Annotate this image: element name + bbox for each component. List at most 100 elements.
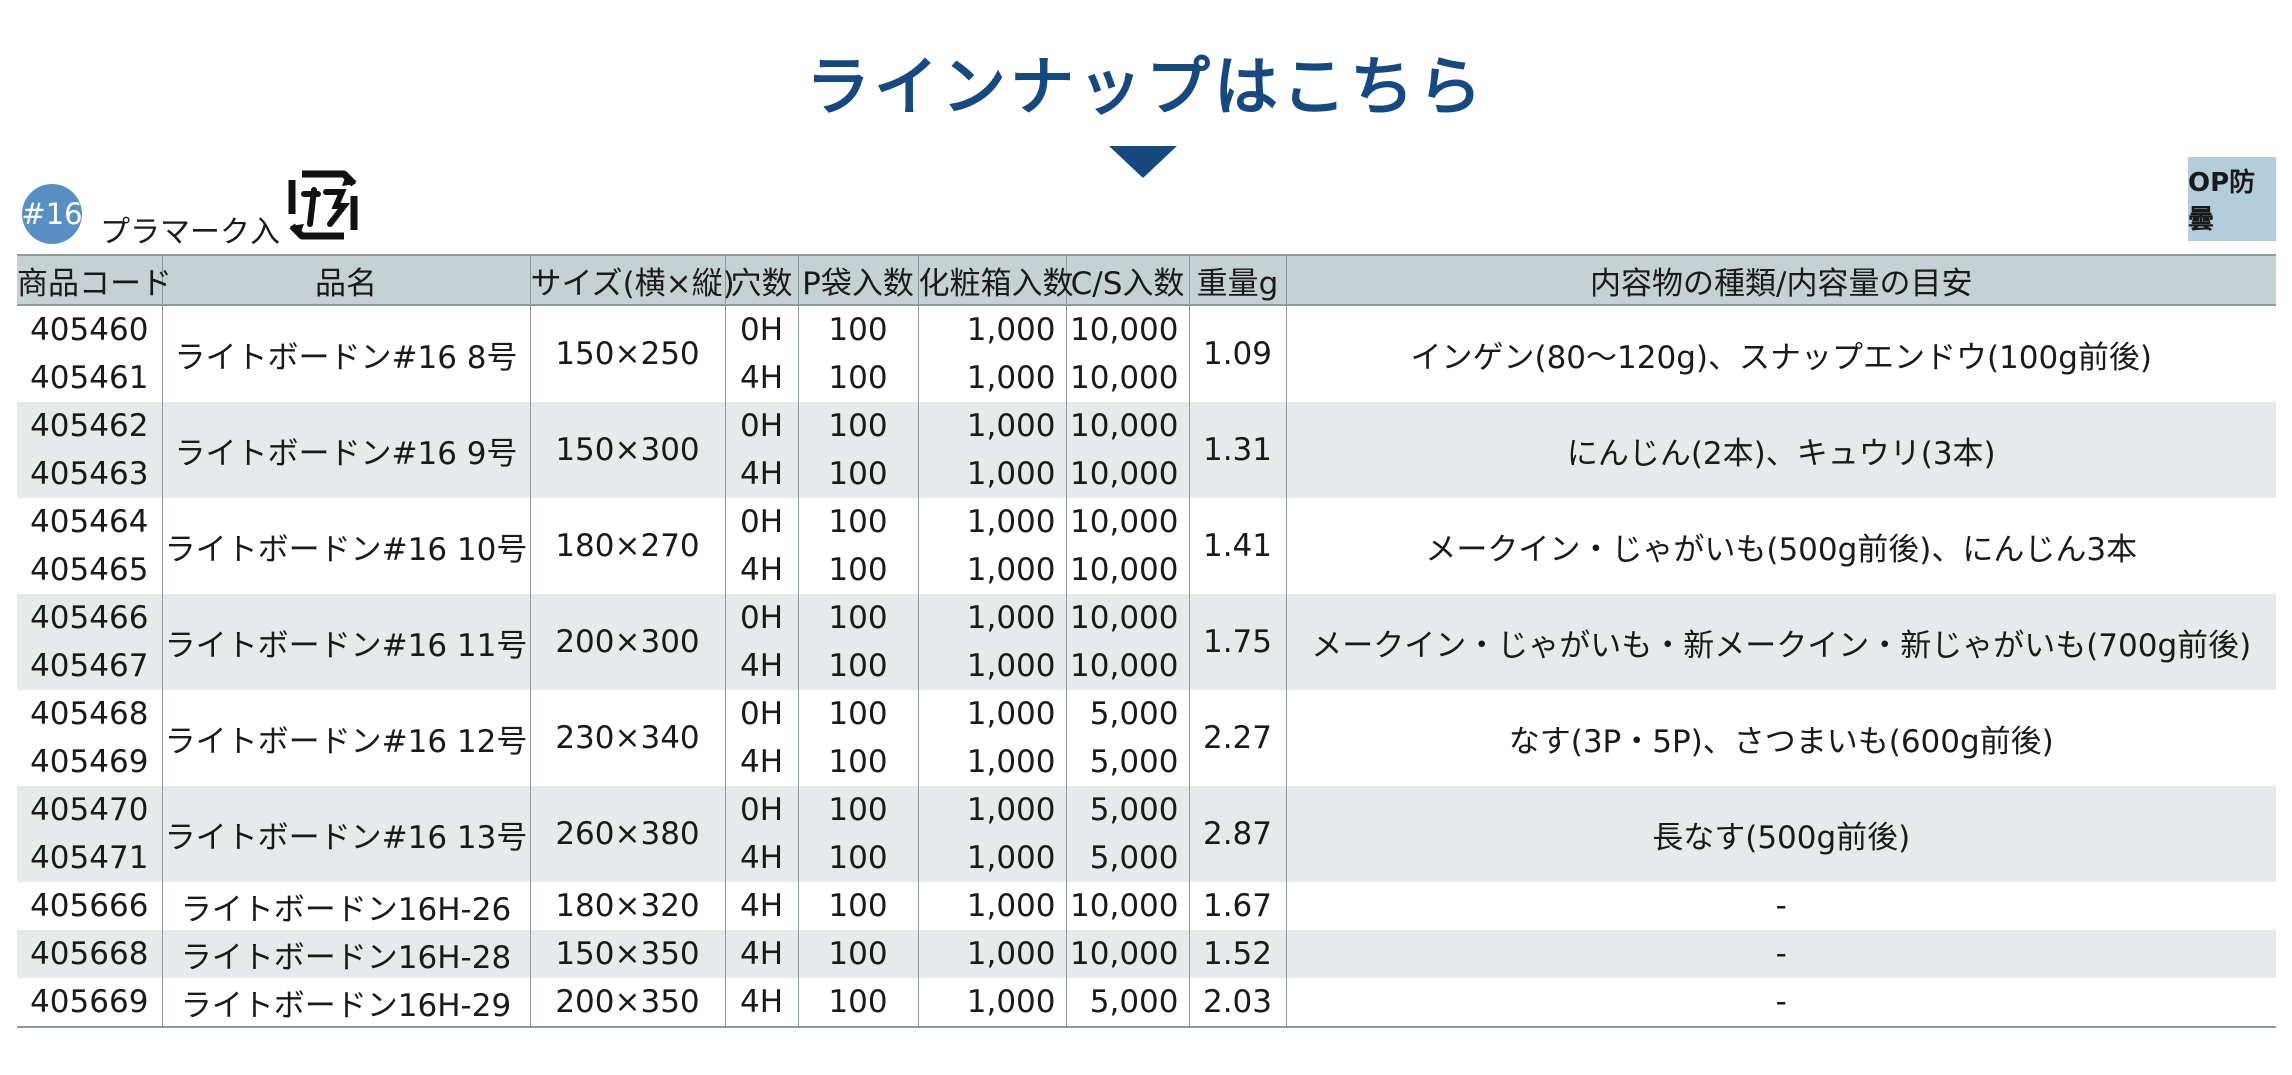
weight-cell: 2.27	[1188, 690, 1286, 786]
contents-cell: メークイン・じゃがいも(500g前後)、にんじん3本	[1285, 498, 2276, 594]
cs-cell: 10,000	[1065, 930, 1189, 978]
code-cell: 405463	[17, 450, 162, 498]
size-cell: 200×350	[529, 978, 725, 1028]
header-cs: C/S入数	[1065, 254, 1189, 306]
cs-cell: 10,000	[1065, 402, 1189, 450]
size-cell: 150×250	[529, 305, 725, 402]
code-cell: 405461	[17, 354, 162, 402]
p-bag-cell: 100	[797, 450, 918, 498]
box-cell: 1,000	[917, 978, 1066, 1028]
weight-cell: 1.52	[1188, 930, 1286, 978]
table-row: 405462 ライトボードン#16 9号 150×300 0H 100 1,00…	[17, 402, 2276, 498]
p-bag-cell: 100	[797, 930, 918, 978]
size-cell: 200×300	[529, 594, 725, 690]
weight-cell: 1.31	[1188, 402, 1286, 498]
name-cell: ライトボードン#16 9号	[161, 402, 530, 498]
holes-cell: 4H	[724, 738, 798, 786]
p-bag-cell: 100	[797, 305, 918, 354]
box-cell: 1,000	[917, 786, 1066, 834]
box-cell: 1,000	[917, 305, 1066, 354]
holes-cell: 0H	[724, 594, 798, 642]
header-holes: 穴数	[724, 254, 798, 306]
contents-cell: にんじん(2本)、キュウリ(3本)	[1285, 402, 2276, 498]
code-cell: 405669	[17, 978, 162, 1028]
weight-cell: 1.75	[1188, 594, 1286, 690]
holes-cell: 0H	[724, 498, 798, 546]
code-cell: 405466	[17, 594, 162, 642]
holes-cell: 0H	[724, 305, 798, 354]
size-cell: 150×350	[529, 930, 725, 978]
p-bag-cell: 100	[797, 402, 918, 450]
name-cell: ライトボードン16H-29	[161, 978, 530, 1028]
cs-cell: 10,000	[1065, 450, 1189, 498]
cs-cell: 5,000	[1065, 978, 1189, 1028]
p-bag-cell: 100	[797, 690, 918, 738]
table-row: 405461 4H 100 1,000 10,000	[17, 354, 2276, 402]
cs-cell: 5,000	[1065, 834, 1189, 882]
code-cell: 405668	[17, 930, 162, 978]
product-lineup-table: 商品コード 品名 サイズ(横×縦) 穴数 P袋入数 化粧箱入数 C/S入数 重量…	[17, 254, 2276, 1028]
header-name: 品名	[161, 254, 530, 306]
code-cell: 405469	[17, 738, 162, 786]
weight-cell: 1.09	[1188, 305, 1286, 402]
cs-cell: 10,000	[1065, 594, 1189, 642]
cs-cell: 10,000	[1065, 642, 1189, 690]
name-cell: ライトボードン#16 10号	[161, 498, 530, 594]
name-cell: ライトボードン#16 8号	[161, 305, 530, 402]
contents-cell: -	[1285, 882, 2276, 930]
holes-cell: 4H	[724, 978, 798, 1028]
box-cell: 1,000	[917, 642, 1066, 690]
holes-cell: 0H	[724, 690, 798, 738]
code-cell: 405460	[17, 305, 162, 354]
name-cell: ライトボードン#16 12号	[161, 690, 530, 786]
code-cell: 405462	[17, 402, 162, 450]
cs-cell: 5,000	[1065, 786, 1189, 834]
holes-cell: 4H	[724, 546, 798, 594]
table-row: 405470 ライトボードン#16 13号 260×380 0H 100 1,0…	[17, 786, 2276, 882]
box-cell: 1,000	[917, 882, 1066, 930]
name-cell: ライトボードン16H-28	[161, 930, 530, 978]
p-bag-cell: 100	[797, 882, 918, 930]
table-row: 405469 4H 100 1,000 5,000	[17, 738, 2276, 786]
table-row: 405471 4H 100 1,000 5,000	[17, 834, 2276, 882]
code-cell: 405465	[17, 546, 162, 594]
contents-cell: なす(3P・5P)、さつまいも(600g前後)	[1285, 690, 2276, 786]
p-bag-cell: 100	[797, 834, 918, 882]
holes-cell: 0H	[724, 402, 798, 450]
size-cell: 260×380	[529, 786, 725, 882]
table-row: 405465 4H 100 1,000 10,000	[17, 546, 2276, 594]
code-cell: 405468	[17, 690, 162, 738]
contents-cell: インゲン(80～120g)、スナップエンドウ(100g前後)	[1285, 305, 2276, 402]
cs-cell: 10,000	[1065, 354, 1189, 402]
box-cell: 1,000	[917, 546, 1066, 594]
code-cell: 405470	[17, 786, 162, 834]
table-header-row: 商品コード 品名 サイズ(横×縦) 穴数 P袋入数 化粧箱入数 C/S入数 重量…	[17, 254, 2276, 306]
box-cell: 1,000	[917, 450, 1066, 498]
holes-cell: 4H	[724, 882, 798, 930]
weight-cell: 1.67	[1188, 882, 1286, 930]
size-cell: 150×300	[529, 402, 725, 498]
cs-cell: 10,000	[1065, 498, 1189, 546]
size-cell: 180×270	[529, 498, 725, 594]
p-bag-cell: 100	[797, 354, 918, 402]
p-bag-cell: 100	[797, 978, 918, 1028]
table-row: 405467 4H 100 1,000 10,000	[17, 642, 2276, 690]
plamark-label: プラマーク入	[100, 215, 280, 250]
page-title: ラインナップはこちら	[806, 51, 1486, 125]
weight-cell: 2.03	[1188, 978, 1286, 1028]
header-code: 商品コード	[17, 254, 172, 306]
box-cell: 1,000	[917, 594, 1066, 642]
contents-cell: -	[1285, 978, 2276, 1028]
header-weight: 重量g	[1188, 254, 1286, 306]
header-p-bag: P袋入数	[797, 254, 918, 306]
code-cell: 405464	[17, 498, 162, 546]
cs-cell: 10,000	[1065, 882, 1189, 930]
p-bag-cell: 100	[797, 594, 918, 642]
table-row: 405668 ライトボードン16H-28 150×350 4H 100 1,00…	[17, 930, 2276, 978]
box-cell: 1,000	[917, 738, 1066, 786]
p-bag-cell: 100	[797, 642, 918, 690]
p-bag-cell: 100	[797, 786, 918, 834]
series-badge: #16	[21, 184, 83, 244]
op-antifog-badge: OP防曇	[2188, 157, 2276, 241]
size-cell: 180×320	[529, 882, 725, 930]
